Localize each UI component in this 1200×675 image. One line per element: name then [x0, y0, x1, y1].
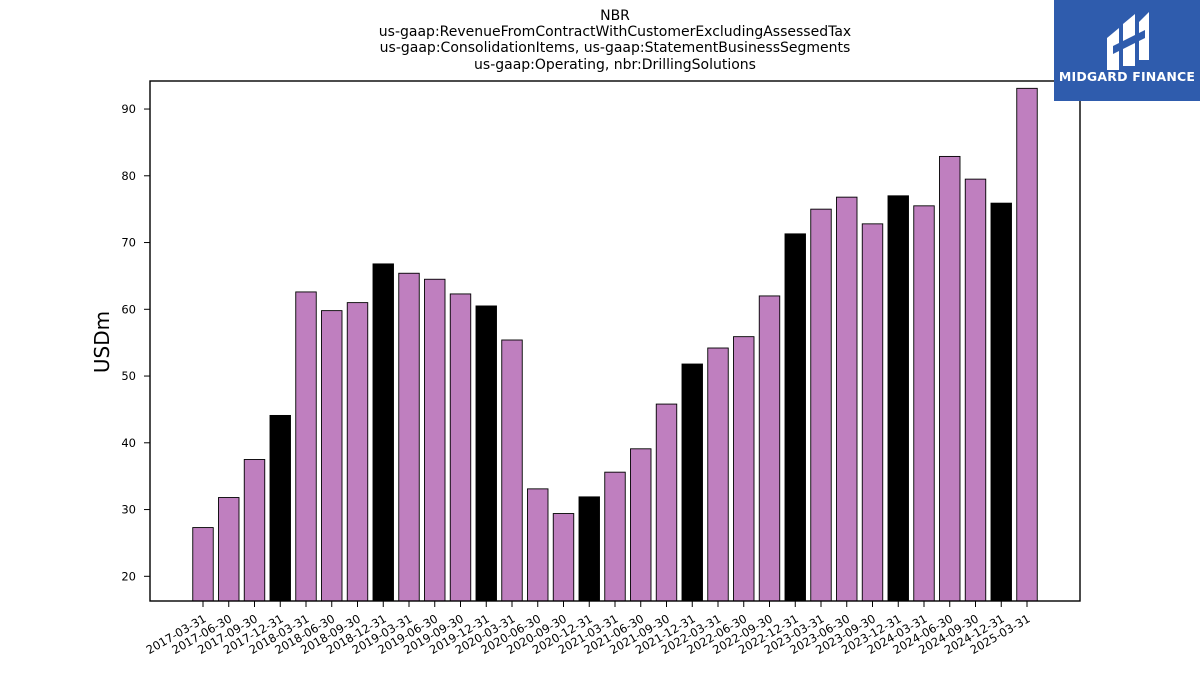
bar-2020-06-30	[527, 488, 549, 602]
bar-2018-09-30	[346, 302, 369, 602]
plot-frame	[149, 80, 1081, 602]
bar-2022-09-30	[758, 295, 781, 602]
bar-2024-12-31	[990, 202, 1012, 602]
bar-2018-06-30	[321, 310, 343, 602]
bar-2019-03-31	[398, 272, 420, 602]
y-tick-label: 90	[121, 102, 136, 116]
bar-2023-06-30	[836, 196, 858, 602]
midgard-finance-logo: MIDGARD FINANCE	[1054, 0, 1200, 101]
y-tick-label: 50	[121, 369, 136, 383]
chart-title-line: us-gaap:RevenueFromContractWithCustomerE…	[379, 24, 851, 40]
bar-2017-12-31	[269, 414, 291, 602]
bar-2025-03-31	[1016, 87, 1038, 602]
bar-2018-03-31	[295, 291, 317, 602]
chart-title-line: us-gaap:ConsolidationItems, us-gaap:Stat…	[380, 40, 851, 56]
bar-2020-12-31	[578, 496, 600, 602]
bar-2021-12-31	[681, 363, 703, 602]
bars-group	[192, 87, 1038, 602]
logo-mark-icon	[1107, 12, 1149, 70]
bar-2023-03-31	[810, 208, 832, 602]
y-tick-label: 20	[121, 569, 136, 583]
bar-2020-09-30	[552, 513, 575, 602]
x-axis-ticks: 2017-03-312017-06-302017-09-302017-12-31…	[144, 601, 1033, 657]
bar-2017-03-31	[192, 527, 214, 602]
bar-2021-09-30	[655, 403, 678, 602]
bar-2024-09-30	[964, 178, 987, 602]
y-axis-ticks: 20 30 40 50 60 70 80 90	[121, 102, 150, 583]
bar-2021-03-31	[604, 471, 626, 602]
y-tick-label: 70	[121, 236, 136, 250]
bar-2022-06-30	[733, 336, 755, 602]
bar-2020-03-31	[501, 339, 523, 602]
bar-2017-06-30	[218, 497, 240, 602]
bar-2017-09-30	[243, 459, 266, 602]
chart-title-line: NBR	[600, 8, 630, 24]
bar-2018-12-31	[372, 263, 394, 602]
bar-2019-12-31	[475, 305, 497, 602]
bar-2022-12-31	[784, 233, 806, 602]
y-axis-label: USDm	[90, 311, 114, 373]
bar-2019-09-30	[449, 293, 472, 602]
y-tick-label: 40	[121, 436, 136, 450]
bar-2023-12-31	[887, 195, 909, 602]
bar-2021-06-30	[630, 448, 652, 602]
y-tick-label: 80	[121, 169, 136, 183]
bar-2024-06-30	[939, 155, 961, 602]
chart-title: NBR us-gaap:RevenueFromContractWithCusto…	[379, 8, 851, 73]
bar-2022-03-31	[707, 347, 729, 602]
bar-2019-06-30	[424, 278, 446, 602]
bar-2024-03-31	[913, 205, 935, 602]
chart-title-line: us-gaap:Operating, nbr:DrillingSolutions	[474, 57, 756, 73]
y-tick-label: 60	[121, 302, 136, 316]
logo-text: MIDGARD FINANCE	[1059, 69, 1195, 84]
bar-2023-09-30	[861, 223, 884, 602]
y-tick-label: 30	[121, 503, 136, 517]
